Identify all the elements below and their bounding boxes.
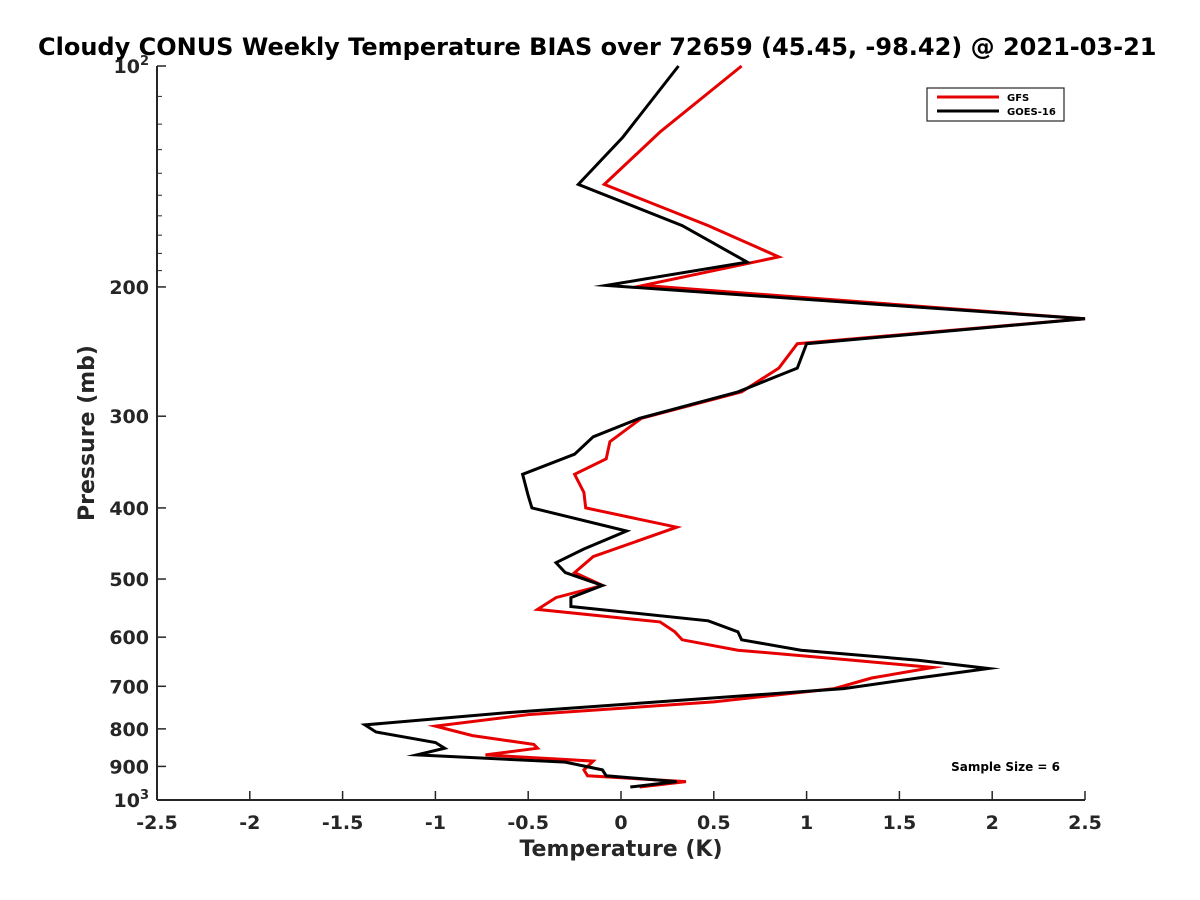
y-tick-label: 200 xyxy=(109,277,149,299)
x-axis-label: Temperature (K) xyxy=(519,837,722,862)
x-tick-label: 2.5 xyxy=(1068,812,1102,834)
series-line-goes-16 xyxy=(360,65,1086,789)
y-tick-label: 700 xyxy=(109,676,149,698)
x-tick-label: -2 xyxy=(239,812,260,834)
y-tick-label: 103 xyxy=(114,788,150,812)
legend-label: GOES-16 xyxy=(1007,107,1056,118)
x-tick-label: 2 xyxy=(986,812,999,834)
x-tick-label: 0 xyxy=(614,812,627,834)
y-axis-label: Pressure (mb) xyxy=(75,345,100,521)
legend: GFS GOES-16 xyxy=(926,87,1065,122)
legend-box xyxy=(926,87,1065,122)
y-tick-label: 400 xyxy=(109,498,149,520)
y-tick-label: 300 xyxy=(109,406,149,428)
axes: -2.5 -2 -1.5 -1 -0.5 0 0.5 1 1.5 2 2.5102200300400… xyxy=(109,54,1102,834)
x-tick-label: 1.5 xyxy=(883,812,917,834)
legend-label: GFS xyxy=(1007,93,1029,104)
y-tick-label: 800 xyxy=(109,719,149,741)
y-tick-label: 900 xyxy=(109,756,149,778)
x-tick-label: -2.5 xyxy=(136,812,178,834)
sample-size-annotation: Sample Size = 6 xyxy=(951,760,1060,774)
y-tick-label: 500 xyxy=(109,569,149,591)
x-tick-label: -0.5 xyxy=(507,812,549,834)
x-tick-label: 1 xyxy=(800,812,813,834)
chart-title: Cloudy CONUS Weekly Temperature BIAS ove… xyxy=(38,33,1156,61)
plot-area xyxy=(360,64,1086,789)
x-tick-label: 0.5 xyxy=(697,812,731,834)
x-tick-label: -1 xyxy=(425,812,446,834)
x-tick-label: -1.5 xyxy=(322,812,364,834)
y-tick-label: 600 xyxy=(109,627,149,649)
